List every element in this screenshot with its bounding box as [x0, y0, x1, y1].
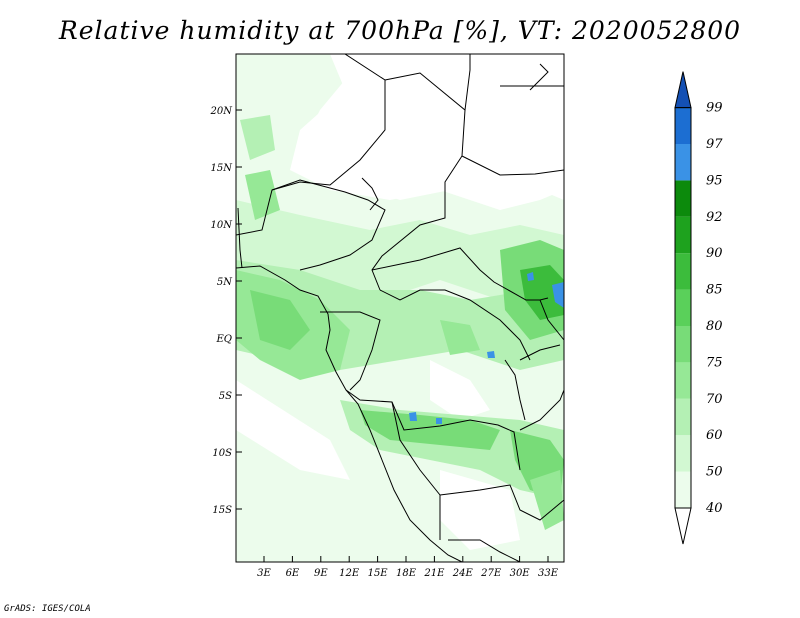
colorbar: 40 50 60 70 75 80 85 90 92 95 97 99 [674, 71, 723, 545]
lon-label: 18E [396, 568, 417, 579]
colorbar-segment [675, 289, 691, 326]
lon-label: 24E [452, 568, 474, 579]
colorbar-segment [675, 435, 691, 472]
lon-label: 21E [423, 568, 445, 579]
colorbar-outline [674, 107, 692, 509]
lat-label: EQ [216, 334, 233, 345]
colorbar-segment [675, 471, 691, 508]
latitude-axis: 20N 15N 10N 5N EQ 5S 10S 15S [210, 106, 242, 516]
lon-label: 27E [480, 568, 502, 579]
colorbar-segment [675, 180, 691, 217]
lat-label: 5S [219, 391, 232, 402]
colorbar-label: 40 [705, 501, 723, 516]
colorbar-segment [675, 398, 691, 436]
colorbar-label: 85 [706, 283, 723, 298]
lat-label: 15N [211, 163, 234, 174]
colorbar-label: 60 [706, 428, 723, 443]
colorbar-segment [675, 326, 691, 363]
colorbar-segment [675, 107, 691, 144]
lon-label: 15E [368, 568, 389, 579]
colorbar-segment [675, 253, 691, 290]
lat-label: 10S [212, 448, 232, 459]
map-borders [236, 54, 564, 562]
colorbar-label: 90 [706, 246, 723, 261]
colorbar-label: 92 [706, 210, 723, 225]
colorbar-label: 97 [706, 137, 723, 152]
lon-label: 6E [286, 568, 300, 579]
colorbar-label: 99 [706, 101, 723, 116]
colorbar-label: 80 [706, 319, 723, 334]
lon-label: 33E [538, 568, 559, 579]
colorbar-label: 70 [706, 392, 723, 407]
lon-label: 30E [510, 568, 531, 579]
colorbar-label: 75 [706, 355, 723, 370]
lon-label: 12E [339, 568, 360, 579]
colorbar-lower-triangle [674, 507, 692, 545]
lat-label: 20N [210, 106, 234, 117]
lat-label: 10N [211, 220, 234, 231]
colorbar-segment [675, 362, 691, 399]
longitude-axis: 3E 6E 9E 12E 15E 18E 21E 24E 27E 30E 33E [257, 556, 559, 579]
map-title: Relative humidity at 700hPa [%], VT: 202… [58, 16, 742, 45]
lon-label: 9E [314, 568, 328, 579]
colorbar-upper-triangle [674, 71, 692, 109]
colorbar-segment [675, 216, 691, 254]
grads-credit: GrADS: IGES/COLA [4, 604, 91, 614]
colorbar-label: 95 [706, 173, 723, 188]
colorbar-label: 50 [706, 465, 723, 480]
map-frame [235, 53, 565, 563]
lat-label: 15S [212, 505, 232, 516]
colorbar-segment [675, 144, 691, 181]
lon-label: 3E [257, 568, 271, 579]
humidity-field [236, 54, 564, 562]
lat-label: 5N [217, 277, 233, 288]
